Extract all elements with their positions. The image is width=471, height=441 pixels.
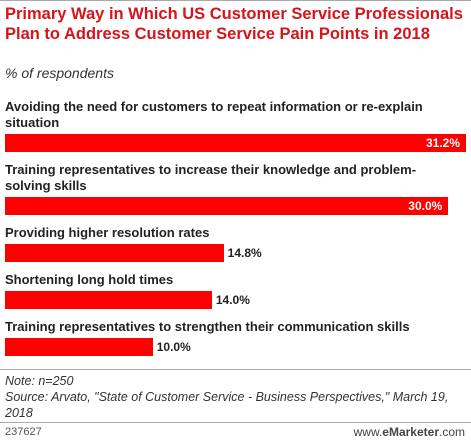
bottom-rule (0, 422, 471, 423)
value-label: 31.2% (426, 136, 461, 150)
value-label: 14.0% (215, 293, 250, 307)
category-label: Shortening long hold times (5, 272, 174, 287)
bar-row: Providing higher resolution rates 14.8% (5, 225, 471, 262)
bar (5, 197, 449, 215)
value-label: 10.0% (156, 340, 191, 354)
top-rule (0, 0, 471, 1)
footer: Note: n=250 Source: Arvato, "State of Cu… (5, 373, 465, 421)
logo-part: .com (438, 425, 465, 439)
bar-row: Training representatives to strengthen t… (5, 319, 471, 356)
bar-row: Avoiding the need for customers to repea… (5, 99, 471, 152)
bar-track: 31.2% (5, 134, 471, 152)
chart-id: 237627 (5, 426, 42, 438)
value-label: 30.0% (408, 199, 443, 213)
logo-part: www. (353, 425, 383, 439)
bar-row: Training representatives to increase the… (5, 162, 471, 215)
value-label: 14.8% (227, 246, 262, 260)
category-label: Avoiding the need for customers to repea… (5, 99, 423, 130)
source: Source: Arvato, "State of Customer Servi… (5, 390, 449, 420)
bar (5, 244, 224, 262)
logo: www.eMarketer.com (354, 425, 465, 439)
bar-track: 14.0% (5, 291, 471, 309)
bar (5, 134, 466, 152)
bars: Avoiding the need for customers to repea… (5, 99, 471, 366)
category-label: Training representatives to increase the… (5, 162, 417, 193)
logo-part: eMarketer (382, 425, 439, 439)
footer-rule (0, 369, 471, 370)
chart-title: Primary Way in Which US Customer Service… (5, 5, 463, 43)
bar-row: Shortening long hold times 14.0% (5, 272, 471, 309)
note: Note: n=250 (5, 374, 74, 388)
category-label: Training representatives to strengthen t… (5, 319, 410, 334)
bar (5, 291, 212, 309)
bar-track: 30.0% (5, 197, 471, 215)
bar-track: 10.0% (5, 338, 471, 356)
bar (5, 338, 153, 356)
chart-subtitle: % of respondents (5, 65, 114, 81)
bar-track: 14.8% (5, 244, 471, 262)
category-label: Providing higher resolution rates (5, 225, 210, 240)
